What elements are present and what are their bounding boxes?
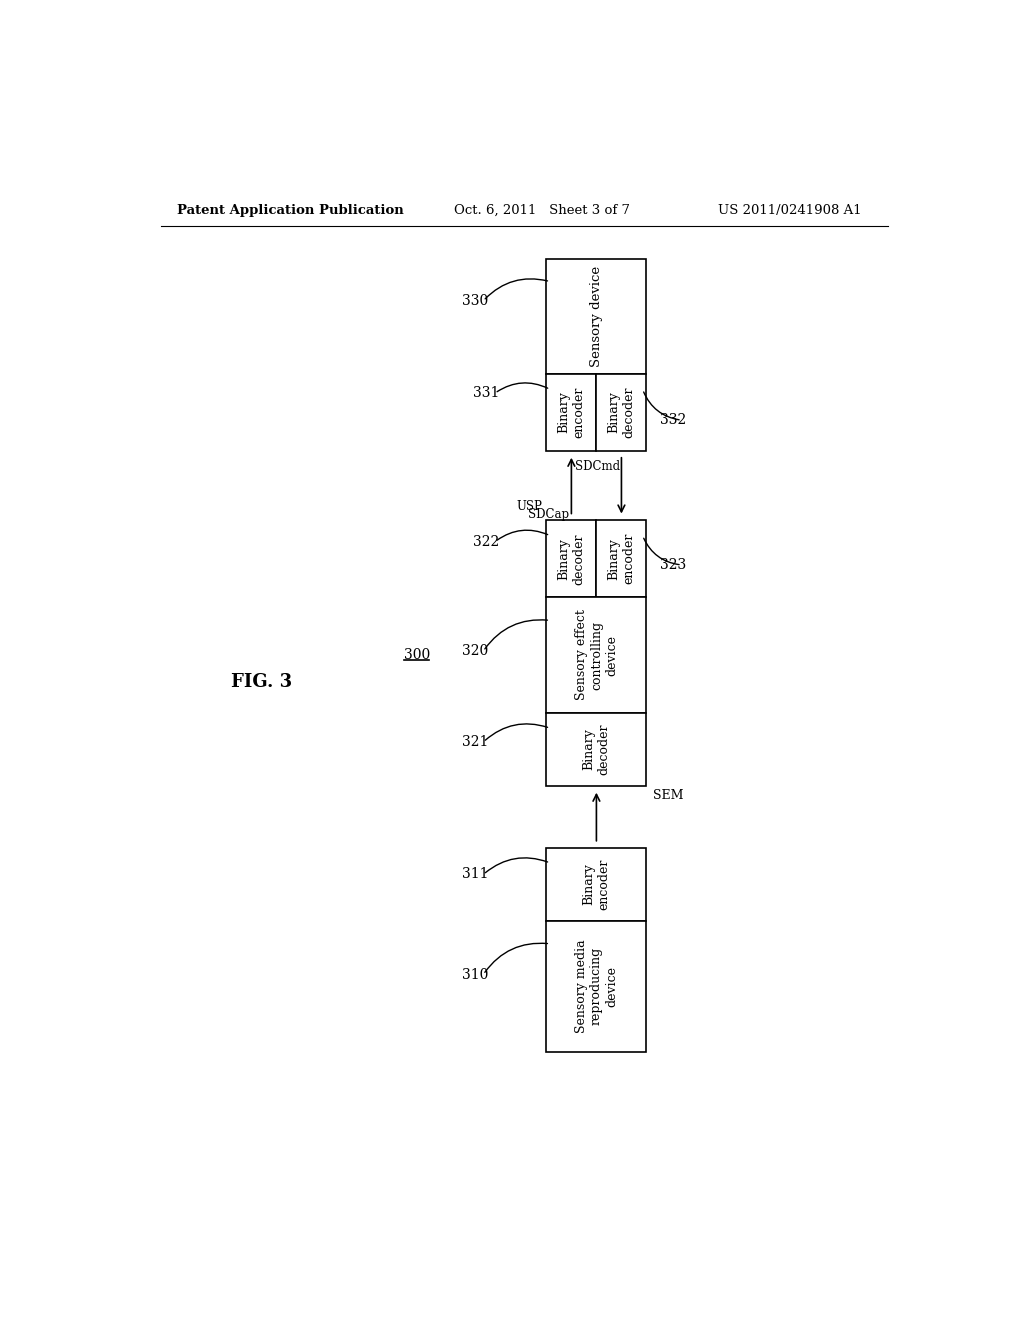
- Text: USP: USP: [517, 500, 543, 513]
- Text: 330: 330: [462, 294, 487, 308]
- Text: SDCmd: SDCmd: [574, 459, 620, 473]
- Text: 321: 321: [462, 735, 488, 748]
- Text: 311: 311: [462, 867, 488, 882]
- Bar: [547, 921, 646, 1052]
- Text: Binary
encoder: Binary encoder: [607, 533, 636, 585]
- Bar: [596, 520, 646, 597]
- Text: SEM: SEM: [652, 788, 683, 801]
- Text: 332: 332: [660, 413, 686, 428]
- Bar: [596, 374, 646, 451]
- Bar: [547, 374, 596, 451]
- Text: Sensory media
reproducing
device: Sensory media reproducing device: [574, 940, 617, 1034]
- Text: Sensory effect
controlling
device: Sensory effect controlling device: [574, 610, 617, 701]
- Text: Sensory device: Sensory device: [590, 265, 603, 367]
- Text: Binary
decoder: Binary decoder: [557, 533, 586, 585]
- Text: Binary
decoder: Binary decoder: [607, 387, 636, 438]
- Text: US 2011/0241908 A1: US 2011/0241908 A1: [719, 205, 862, 218]
- Text: Binary
encoder: Binary encoder: [583, 858, 610, 909]
- Text: 331: 331: [473, 387, 500, 400]
- Text: FIG. 3: FIG. 3: [230, 673, 292, 690]
- Bar: [547, 259, 646, 374]
- Text: 300: 300: [403, 648, 430, 663]
- Text: Binary
encoder: Binary encoder: [557, 387, 586, 438]
- Text: Binary
decoder: Binary decoder: [583, 723, 610, 775]
- Bar: [547, 597, 646, 713]
- Text: 323: 323: [660, 558, 686, 572]
- Bar: [547, 520, 596, 597]
- Bar: [547, 713, 646, 785]
- Text: 310: 310: [462, 968, 488, 982]
- Text: Patent Application Publication: Patent Application Publication: [177, 205, 403, 218]
- Text: 320: 320: [462, 644, 487, 659]
- Text: 322: 322: [473, 535, 500, 549]
- Text: Oct. 6, 2011   Sheet 3 of 7: Oct. 6, 2011 Sheet 3 of 7: [454, 205, 630, 218]
- Text: SDCap: SDCap: [528, 508, 569, 520]
- Bar: [547, 847, 646, 921]
